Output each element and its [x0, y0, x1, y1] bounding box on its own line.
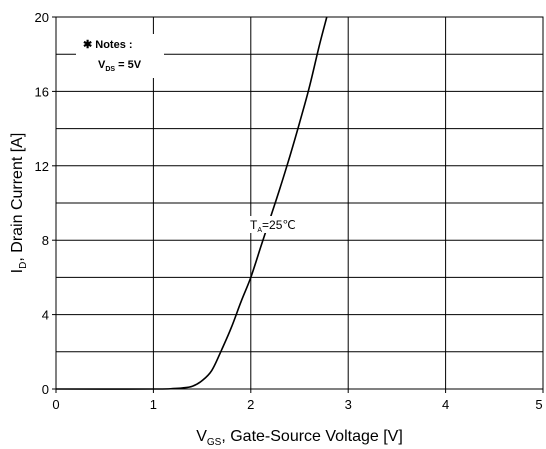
x-tick-label: 0: [52, 397, 59, 412]
annot-sub: A: [257, 227, 262, 234]
annot-rest: =25℃: [262, 218, 296, 232]
x-tick-labels: 0 1 2 3 4 5: [52, 389, 544, 412]
y-tick-label: 4: [42, 308, 49, 323]
y-tick-label: 20: [35, 10, 49, 25]
series: [55, 16, 328, 390]
notes-vds-value: = 5V: [115, 59, 142, 71]
notes-title: ✱ Notes :: [83, 39, 133, 51]
x-axis-title: VGS, Gate-Source Voltage [V]: [196, 428, 403, 448]
annot-main: T: [250, 218, 258, 232]
x-tick-label: 5: [535, 397, 542, 412]
temperature-annotation: TA=25℃: [250, 218, 296, 234]
x-tick-label: 4: [442, 397, 449, 412]
x-tick-label: 2: [247, 397, 254, 412]
annotation-box: [248, 216, 296, 233]
notes-vds-sub: DS: [105, 66, 115, 73]
x-tick-label: 3: [345, 397, 352, 412]
y-title-rest: , Drain Current [A]: [9, 133, 26, 262]
y-tick-label: 0: [42, 382, 49, 397]
notes-box: [76, 34, 164, 78]
notes-condition: VDS = 5V: [98, 59, 142, 73]
x-title-sub: GS: [207, 437, 222, 448]
notes-vds-main: V: [98, 59, 106, 71]
x-tick-label: 1: [150, 397, 157, 412]
y-tick-label: 12: [35, 159, 49, 174]
x-title-rest: , Gate-Source Voltage [V]: [221, 428, 402, 445]
y-tick-label: 8: [42, 233, 49, 248]
y-tick-labels: 0 4 8 12 16 20: [35, 10, 56, 397]
grid: [56, 17, 543, 389]
y-tick-label: 16: [35, 84, 49, 99]
x-title-main: V: [196, 428, 207, 445]
y-axis-title: ID, Drain Current [A]: [9, 133, 29, 274]
drain-current-curve: [55, 16, 328, 390]
plot-frame: [55, 16, 544, 390]
y-title-sub: D: [18, 262, 29, 269]
y-title-main: I: [9, 269, 26, 273]
